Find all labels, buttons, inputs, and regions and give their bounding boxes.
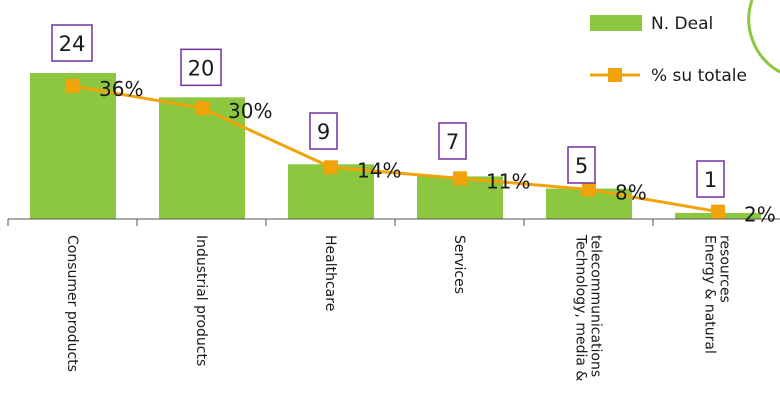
value-label-box — [567, 146, 596, 184]
value-label: 20 — [188, 56, 215, 80]
line-marker — [195, 101, 209, 116]
line-marker — [711, 204, 725, 219]
percent-label: 14% — [357, 158, 401, 182]
line-marker — [453, 171, 467, 186]
value-label-box — [438, 122, 467, 160]
legend-label-bars: N. Deal — [651, 14, 713, 34]
legend-swatch-marker — [608, 68, 622, 82]
category-label: Consumer products — [64, 235, 80, 372]
value-label-box — [696, 160, 725, 198]
line-marker — [324, 160, 338, 175]
decorative-arc — [747, 0, 780, 74]
value-label: 24 — [59, 32, 86, 56]
percent-label: 8% — [615, 180, 647, 204]
percent-line — [72, 84, 719, 214]
value-label-box — [51, 24, 93, 62]
value-label-box — [180, 48, 222, 87]
category-label: Healthcare — [322, 235, 338, 311]
bar — [30, 73, 116, 219]
category-label: Services — [451, 235, 467, 294]
bar — [159, 97, 245, 219]
category-label: Technology, media &telecommunications — [573, 234, 604, 381]
legend-label-line: % su totale — [651, 66, 747, 86]
value-label: 5 — [575, 154, 588, 178]
category-label: Industrial products — [193, 235, 209, 366]
value-label: 9 — [317, 120, 330, 144]
value-label-box — [309, 112, 338, 150]
line-marker — [582, 182, 596, 197]
line-marker — [66, 79, 80, 93]
percent-label: 30% — [228, 99, 272, 123]
category-label: Energy & naturalresources — [702, 235, 733, 354]
value-label: 1 — [704, 168, 717, 192]
percent-label: 2% — [744, 203, 776, 227]
percent-label: 36% — [99, 77, 143, 101]
percent-label: 11% — [486, 169, 530, 193]
legend-swatch-bars — [590, 15, 642, 31]
value-label: 7 — [446, 130, 459, 154]
